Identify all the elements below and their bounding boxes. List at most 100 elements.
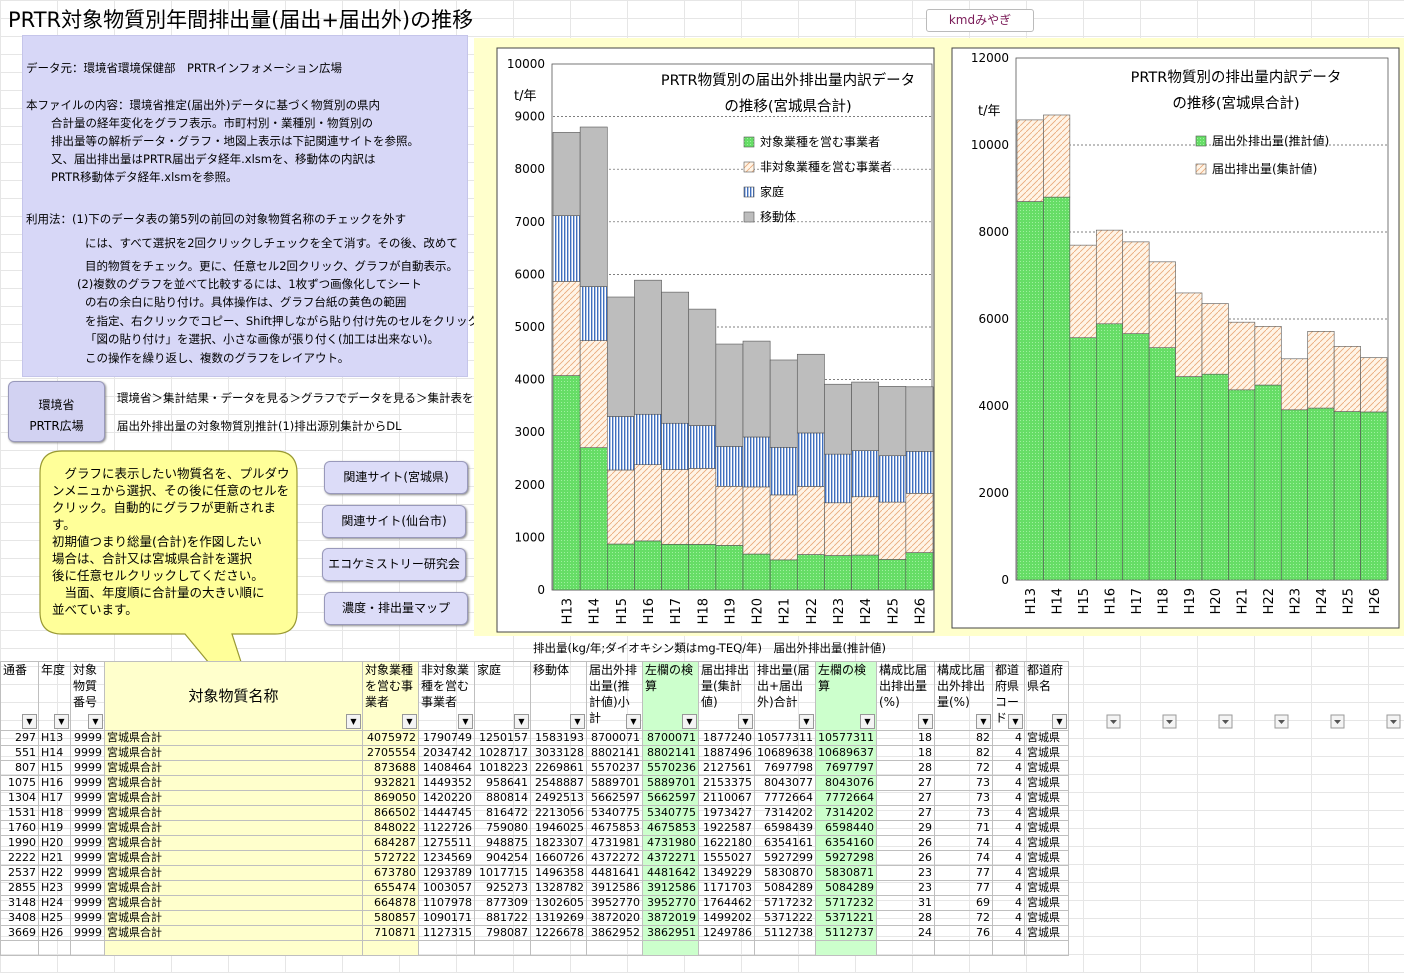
table-cell[interactable]: 73: [934, 775, 993, 791]
table-cell[interactable]: [698, 940, 755, 956]
table-cell[interactable]: 宮城県合計: [104, 835, 363, 851]
table-cell[interactable]: 1887496: [698, 745, 755, 761]
table-cell[interactable]: 1018223: [474, 760, 531, 776]
table-cell[interactable]: 5830870: [754, 865, 816, 881]
table-cell[interactable]: 5662597: [586, 790, 643, 806]
table-cell[interactable]: 873688: [362, 760, 419, 776]
table-cell[interactable]: 8043076: [815, 775, 877, 791]
table-cell[interactable]: 3862952: [586, 925, 643, 941]
table-cell[interactable]: 3872019: [642, 910, 699, 926]
table-cell[interactable]: 10577311: [754, 730, 816, 746]
table-cell[interactable]: 6598439: [754, 820, 816, 836]
table-cell[interactable]: 9999: [70, 835, 105, 851]
table-cell[interactable]: 5570236: [642, 760, 699, 776]
table-cell[interactable]: 9999: [70, 910, 105, 926]
table-cell[interactable]: 1444745: [418, 805, 475, 821]
table-cell[interactable]: 10577311: [815, 730, 877, 746]
table-cell[interactable]: [642, 940, 699, 956]
table-cell[interactable]: 4: [992, 775, 1025, 791]
table-cell[interactable]: 1823307: [530, 835, 587, 851]
table-cell[interactable]: 6354160: [815, 835, 877, 851]
table-cell[interactable]: 7697798: [754, 760, 816, 776]
table-cell[interactable]: 1171703: [698, 880, 755, 896]
table-cell[interactable]: 1973427: [698, 805, 755, 821]
table-cell[interactable]: 宮城県: [1024, 745, 1069, 761]
table-cell[interactable]: 8802141: [586, 745, 643, 761]
table-cell[interactable]: 7772664: [815, 790, 877, 806]
table-cell[interactable]: 4481641: [586, 865, 643, 881]
table-cell[interactable]: 宮城県合計: [104, 925, 363, 941]
table-cell[interactable]: 572722: [362, 850, 419, 866]
table-cell[interactable]: 1531: [0, 805, 39, 821]
table-cell[interactable]: 18: [876, 730, 935, 746]
table-cell[interactable]: 1622180: [698, 835, 755, 851]
table-cell[interactable]: H15: [38, 760, 71, 776]
table-cell[interactable]: 1319269: [530, 910, 587, 926]
table-cell[interactable]: 877309: [474, 895, 531, 911]
table-cell[interactable]: 4675853: [642, 820, 699, 836]
table-cell[interactable]: 1090171: [418, 910, 475, 926]
table-cell[interactable]: 816472: [474, 805, 531, 821]
site-button-ecochemistry[interactable]: エコケミストリー研究会: [322, 548, 466, 581]
table-cell[interactable]: 684287: [362, 835, 419, 851]
filter-dropdown-icon[interactable]: ▼: [976, 714, 991, 729]
table-cell[interactable]: 9999: [70, 925, 105, 941]
table-cell[interactable]: 宮城県合計: [104, 805, 363, 821]
filter-dropdown-icon[interactable]: ▼: [514, 714, 529, 729]
table-cell[interactable]: 710871: [362, 925, 419, 941]
table-cell[interactable]: 77: [934, 880, 993, 896]
table-cell[interactable]: 4: [992, 730, 1025, 746]
table-cell[interactable]: 宮城県: [1024, 880, 1069, 896]
filter-dropdown-icon[interactable]: ▼: [570, 714, 585, 729]
table-cell[interactable]: 9999: [70, 850, 105, 866]
table-cell[interactable]: 1249786: [698, 925, 755, 941]
table-cell[interactable]: 26: [876, 850, 935, 866]
table-cell[interactable]: 1764462: [698, 895, 755, 911]
table-cell[interactable]: 宮城県: [1024, 910, 1069, 926]
table-cell[interactable]: [70, 940, 105, 956]
filter-dropdown-icon[interactable]: ▼: [88, 714, 103, 729]
table-cell[interactable]: [992, 940, 1025, 956]
table-cell[interactable]: 932821: [362, 775, 419, 791]
table-cell[interactable]: 4481642: [642, 865, 699, 881]
table-cell[interactable]: 673780: [362, 865, 419, 881]
table-cell[interactable]: 5662597: [642, 790, 699, 806]
table-cell[interactable]: 10689638: [754, 745, 816, 761]
table-cell[interactable]: 1946025: [530, 820, 587, 836]
table-cell[interactable]: 4: [992, 880, 1025, 896]
table-cell[interactable]: 4: [992, 820, 1025, 836]
table-cell[interactable]: 宮城県: [1024, 820, 1069, 836]
table-cell[interactable]: 宮城県合計: [104, 895, 363, 911]
table-cell[interactable]: 1877240: [698, 730, 755, 746]
table-cell[interactable]: 1555027: [698, 850, 755, 866]
filter-dropdown-icon[interactable]: ▼: [860, 714, 875, 729]
table-cell[interactable]: 26: [876, 835, 935, 851]
table-cell[interactable]: 宮城県合計: [104, 760, 363, 776]
table-cell[interactable]: 1990: [0, 835, 39, 851]
table-cell[interactable]: 宮城県: [1024, 730, 1069, 746]
table-cell[interactable]: 10689637: [815, 745, 877, 761]
table-cell[interactable]: [586, 940, 643, 956]
table-cell[interactable]: 9999: [70, 745, 105, 761]
site-button-concentration-map[interactable]: 濃度・排出量マップ: [324, 592, 468, 625]
filter-dropdown-icon[interactable]: ▼: [22, 714, 37, 729]
table-cell[interactable]: 1420220: [418, 790, 475, 806]
table-cell[interactable]: 77: [934, 865, 993, 881]
table-cell[interactable]: 759080: [474, 820, 531, 836]
table-cell[interactable]: 宮城県合計: [104, 730, 363, 746]
table-cell[interactable]: 925273: [474, 880, 531, 896]
table-cell[interactable]: 1349229: [698, 865, 755, 881]
table-cell[interactable]: 73: [934, 790, 993, 806]
table-cell[interactable]: 7697797: [815, 760, 877, 776]
table-cell[interactable]: 1275511: [418, 835, 475, 851]
table-cell[interactable]: 23: [876, 865, 935, 881]
table-cell[interactable]: 2034742: [418, 745, 475, 761]
table-cell[interactable]: 宮城県: [1024, 835, 1069, 851]
table-cell[interactable]: H25: [38, 910, 71, 926]
table-cell[interactable]: H22: [38, 865, 71, 881]
table-cell[interactable]: 1302605: [530, 895, 587, 911]
table-cell[interactable]: 72: [934, 910, 993, 926]
table-cell[interactable]: 4: [992, 805, 1025, 821]
table-cell[interactable]: 29: [876, 820, 935, 836]
table-cell[interactable]: 1075: [0, 775, 39, 791]
